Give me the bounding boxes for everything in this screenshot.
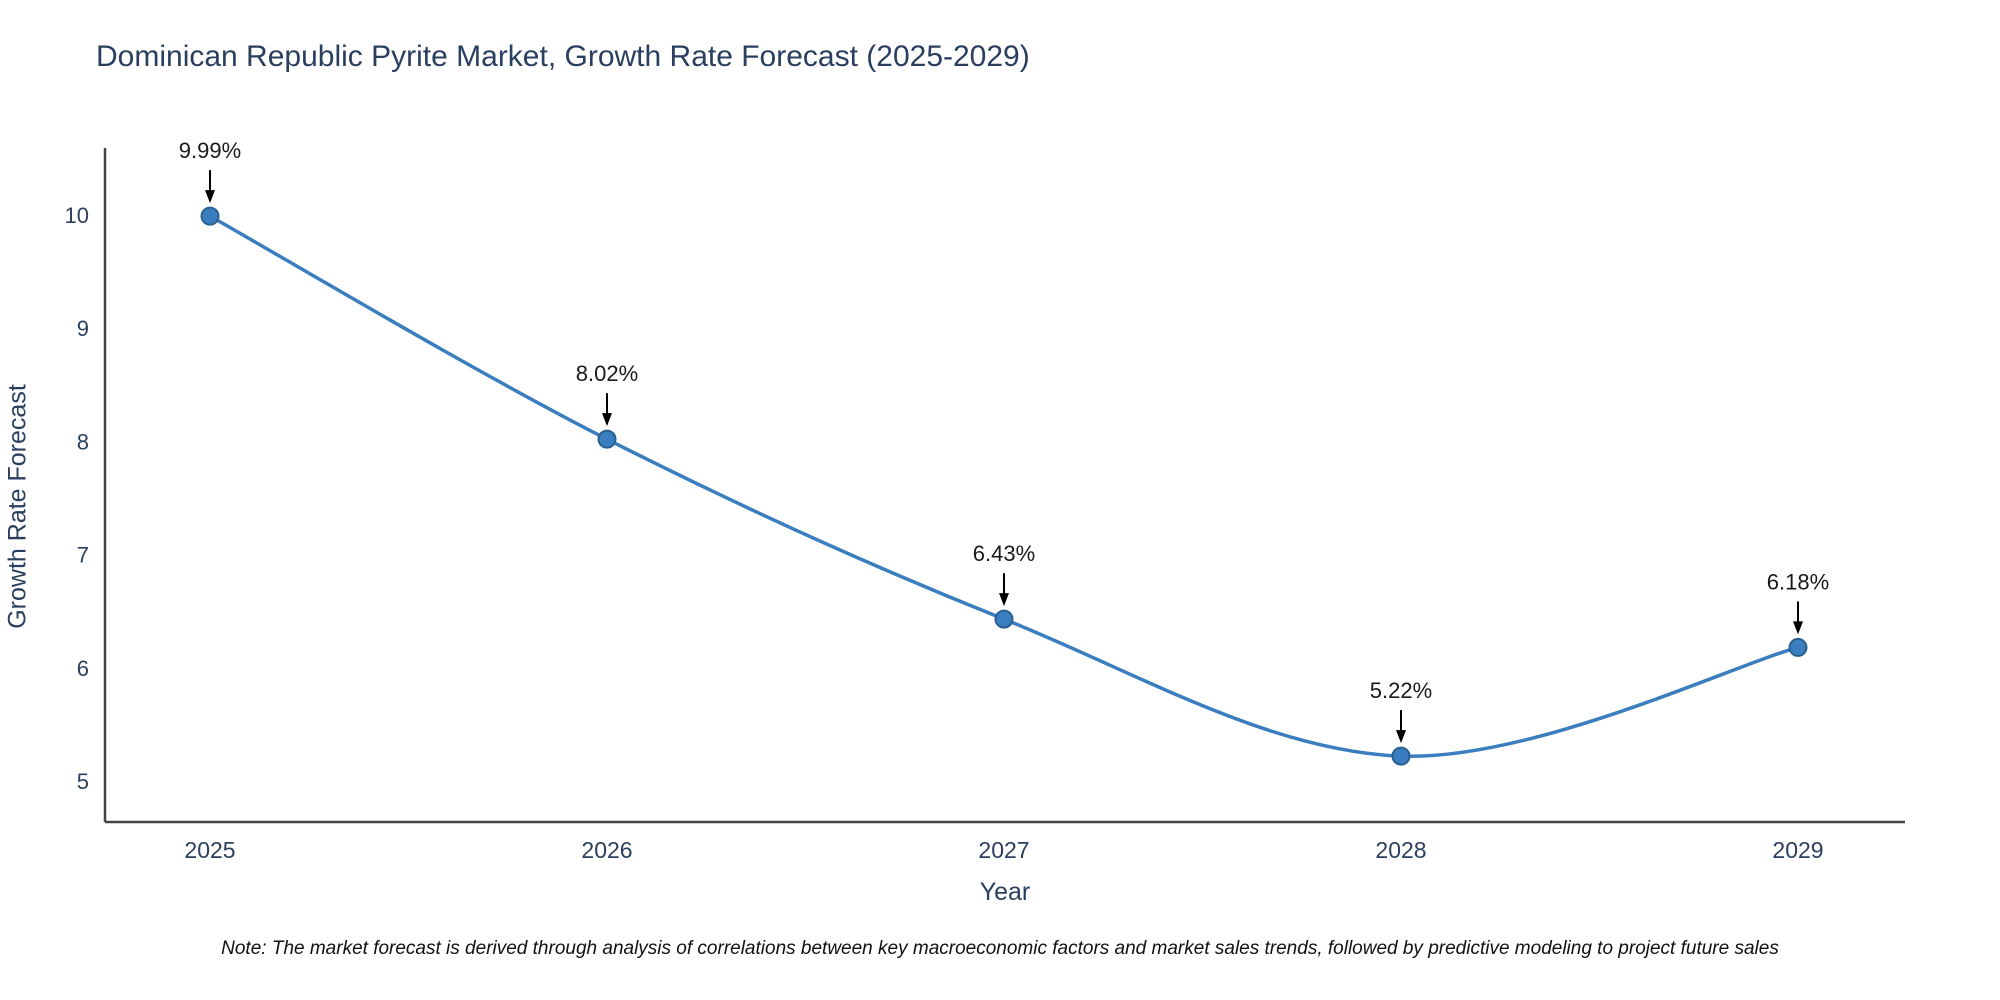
annotation-arrowhead-icon — [205, 190, 215, 204]
y-tick-label: 6 — [77, 656, 89, 681]
annotation-arrowhead-icon — [602, 413, 612, 427]
annotation-arrowhead-icon — [999, 593, 1009, 607]
footnote: Note: The market forecast is derived thr… — [221, 938, 1779, 959]
annotation-label: 9.99% — [179, 138, 241, 163]
x-tick-label: 2026 — [581, 837, 632, 863]
x-axis-title: Year — [979, 878, 1031, 906]
data-point-marker[interactable] — [994, 609, 1014, 629]
y-tick-label: 9 — [77, 316, 89, 341]
x-tick-label: 2027 — [978, 837, 1029, 863]
annotation-arrowhead-icon — [1793, 621, 1803, 635]
data-point-marker[interactable] — [597, 429, 617, 449]
annotation-label: 6.18% — [1767, 569, 1829, 594]
x-tick-label: 2028 — [1375, 837, 1426, 863]
data-point-marker[interactable] — [200, 206, 220, 226]
annotation-arrowhead-icon — [1396, 730, 1406, 744]
annotation-label: 8.02% — [576, 361, 638, 386]
series-line[interactable] — [209, 214, 1799, 758]
data-point-marker[interactable] — [1391, 746, 1411, 766]
y-tick-label: 8 — [77, 429, 89, 454]
annotation-label: 6.43% — [973, 541, 1035, 566]
data-point-marker[interactable] — [1788, 637, 1808, 657]
y-tick-label: 10 — [65, 203, 89, 228]
x-tick-label: 2029 — [1772, 837, 1823, 863]
chart-title: Dominican Republic Pyrite Market, Growth… — [96, 40, 1030, 73]
y-tick-label: 5 — [77, 769, 89, 794]
x-tick-label: 2025 — [184, 837, 235, 863]
y-tick-label: 7 — [77, 543, 89, 568]
annotation-label: 5.22% — [1370, 678, 1432, 703]
